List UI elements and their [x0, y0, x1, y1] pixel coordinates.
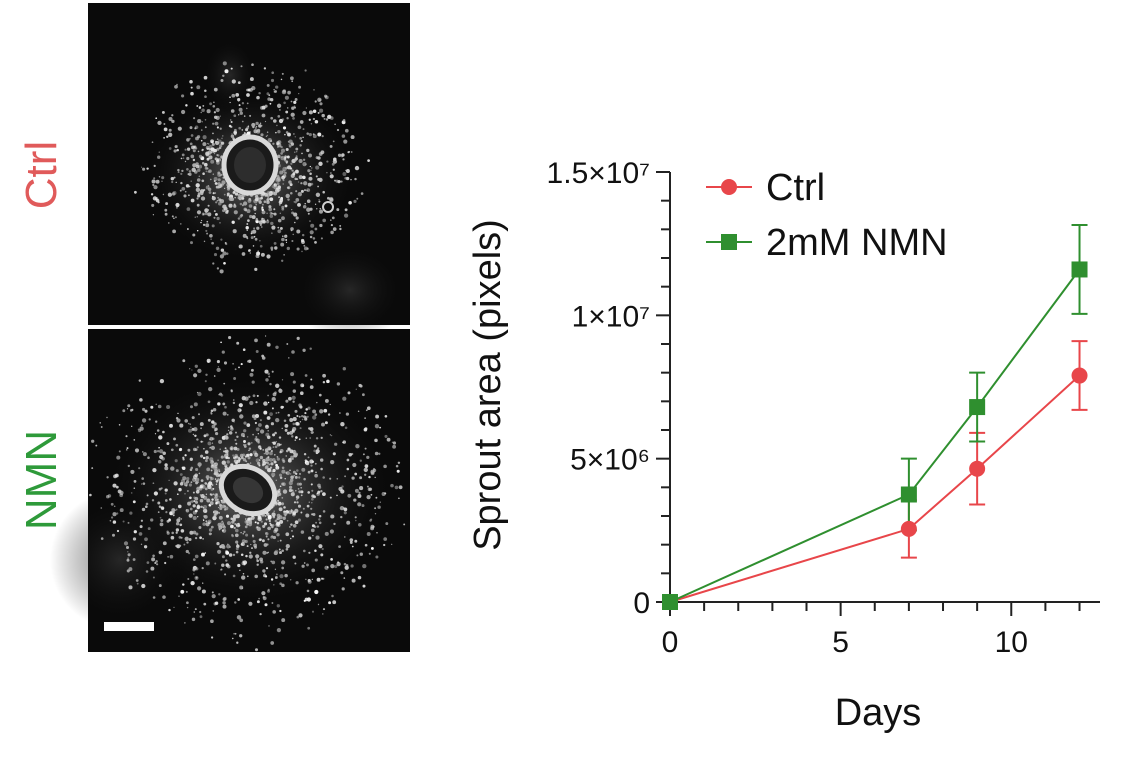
nmn-sprouts: [89, 335, 406, 652]
data-point-ctrl: [900, 520, 917, 537]
x-axis-title: Days: [835, 692, 922, 734]
series-line-nmn: [669, 268, 1081, 603]
x-tick-label: 10: [995, 626, 1028, 659]
data-point-ctrl: [1071, 367, 1088, 384]
chart-axes: 0 5 10 0 5×10⁶ 1×10⁷ 1.5×10⁷: [547, 157, 1100, 659]
y-axis-title: Sprout area (pixels): [467, 219, 509, 551]
data-point-nmn: [662, 594, 678, 610]
y-tick-label: 1×10⁷: [572, 300, 650, 333]
data-point-ctrl: [969, 460, 986, 477]
legend-marker-nmn: [721, 234, 737, 250]
x-tick-label: 5: [832, 626, 849, 659]
ctrl-bubble: [322, 201, 334, 213]
y-tick-label: 0: [633, 587, 650, 620]
scale-bar: [104, 622, 154, 631]
x-tick-label: 0: [662, 626, 679, 659]
y-tick-label: 1.5×10⁷: [547, 157, 650, 190]
chart-plot: [662, 224, 1088, 610]
legend-marker-ctrl: [721, 179, 737, 195]
data-point-nmn: [969, 399, 986, 416]
series-line-ctrl: [669, 374, 1081, 603]
chart-legend: Ctrl 2mM NMN: [706, 167, 948, 264]
legend-label-nmn: 2mM NMN: [766, 222, 948, 264]
data-point-nmn: [1071, 261, 1088, 278]
y-tick-label: 5×10⁶: [570, 444, 650, 477]
data-point-nmn: [900, 486, 917, 503]
legend-label-ctrl: Ctrl: [766, 167, 825, 209]
